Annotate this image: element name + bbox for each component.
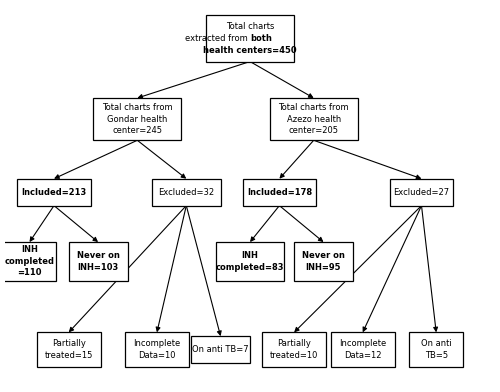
FancyBboxPatch shape [262, 332, 326, 367]
Text: Data=10: Data=10 [138, 351, 175, 360]
Text: center=205: center=205 [288, 126, 339, 135]
Text: extracted from both: extracted from both [208, 34, 292, 43]
FancyBboxPatch shape [409, 332, 463, 367]
Text: INH=103: INH=103 [78, 263, 118, 272]
FancyBboxPatch shape [37, 332, 100, 367]
Text: Total charts: Total charts [226, 22, 274, 31]
Text: extracted from: extracted from [184, 34, 250, 43]
Text: INH=95: INH=95 [306, 263, 341, 272]
Text: Azezo health: Azezo health [286, 115, 341, 123]
Text: INH: INH [242, 251, 258, 260]
Text: On anti TB=7: On anti TB=7 [192, 345, 249, 354]
Text: Total charts from: Total charts from [278, 103, 349, 112]
Text: Never on: Never on [302, 251, 345, 260]
Text: health centers=450: health centers=450 [203, 45, 297, 54]
Text: Partially: Partially [277, 339, 311, 348]
FancyBboxPatch shape [68, 242, 128, 281]
Text: Data=12: Data=12 [344, 351, 382, 360]
Text: both: both [250, 34, 272, 43]
Text: completed: completed [4, 257, 54, 266]
FancyBboxPatch shape [331, 332, 394, 367]
Text: center=245: center=245 [112, 126, 162, 135]
Text: Gondar health: Gondar health [107, 115, 168, 123]
Text: completed=83: completed=83 [216, 263, 284, 272]
Text: Included=178: Included=178 [247, 188, 312, 197]
FancyBboxPatch shape [206, 15, 294, 62]
FancyBboxPatch shape [93, 98, 182, 140]
Text: Never on: Never on [76, 251, 120, 260]
Text: Total charts from: Total charts from [102, 103, 172, 112]
Text: Incomplete: Incomplete [134, 339, 180, 348]
FancyBboxPatch shape [125, 332, 189, 367]
FancyBboxPatch shape [390, 179, 454, 206]
Text: Excluded=32: Excluded=32 [158, 188, 214, 197]
Text: Excluded=27: Excluded=27 [394, 188, 450, 197]
Text: INH: INH [21, 245, 38, 254]
FancyBboxPatch shape [294, 242, 353, 281]
Text: Included=213: Included=213 [22, 188, 86, 197]
Text: On anti: On anti [421, 339, 452, 348]
Text: TB=5: TB=5 [424, 351, 448, 360]
Text: treated=10: treated=10 [270, 351, 318, 360]
FancyBboxPatch shape [18, 179, 91, 206]
Text: treated=15: treated=15 [44, 351, 93, 360]
FancyBboxPatch shape [152, 179, 220, 206]
FancyBboxPatch shape [242, 179, 316, 206]
FancyBboxPatch shape [191, 336, 250, 363]
Text: Partially: Partially [52, 339, 86, 348]
FancyBboxPatch shape [2, 242, 56, 281]
Text: =110: =110 [17, 269, 42, 277]
Text: Incomplete: Incomplete [339, 339, 386, 348]
FancyBboxPatch shape [270, 98, 358, 140]
FancyBboxPatch shape [216, 242, 284, 281]
